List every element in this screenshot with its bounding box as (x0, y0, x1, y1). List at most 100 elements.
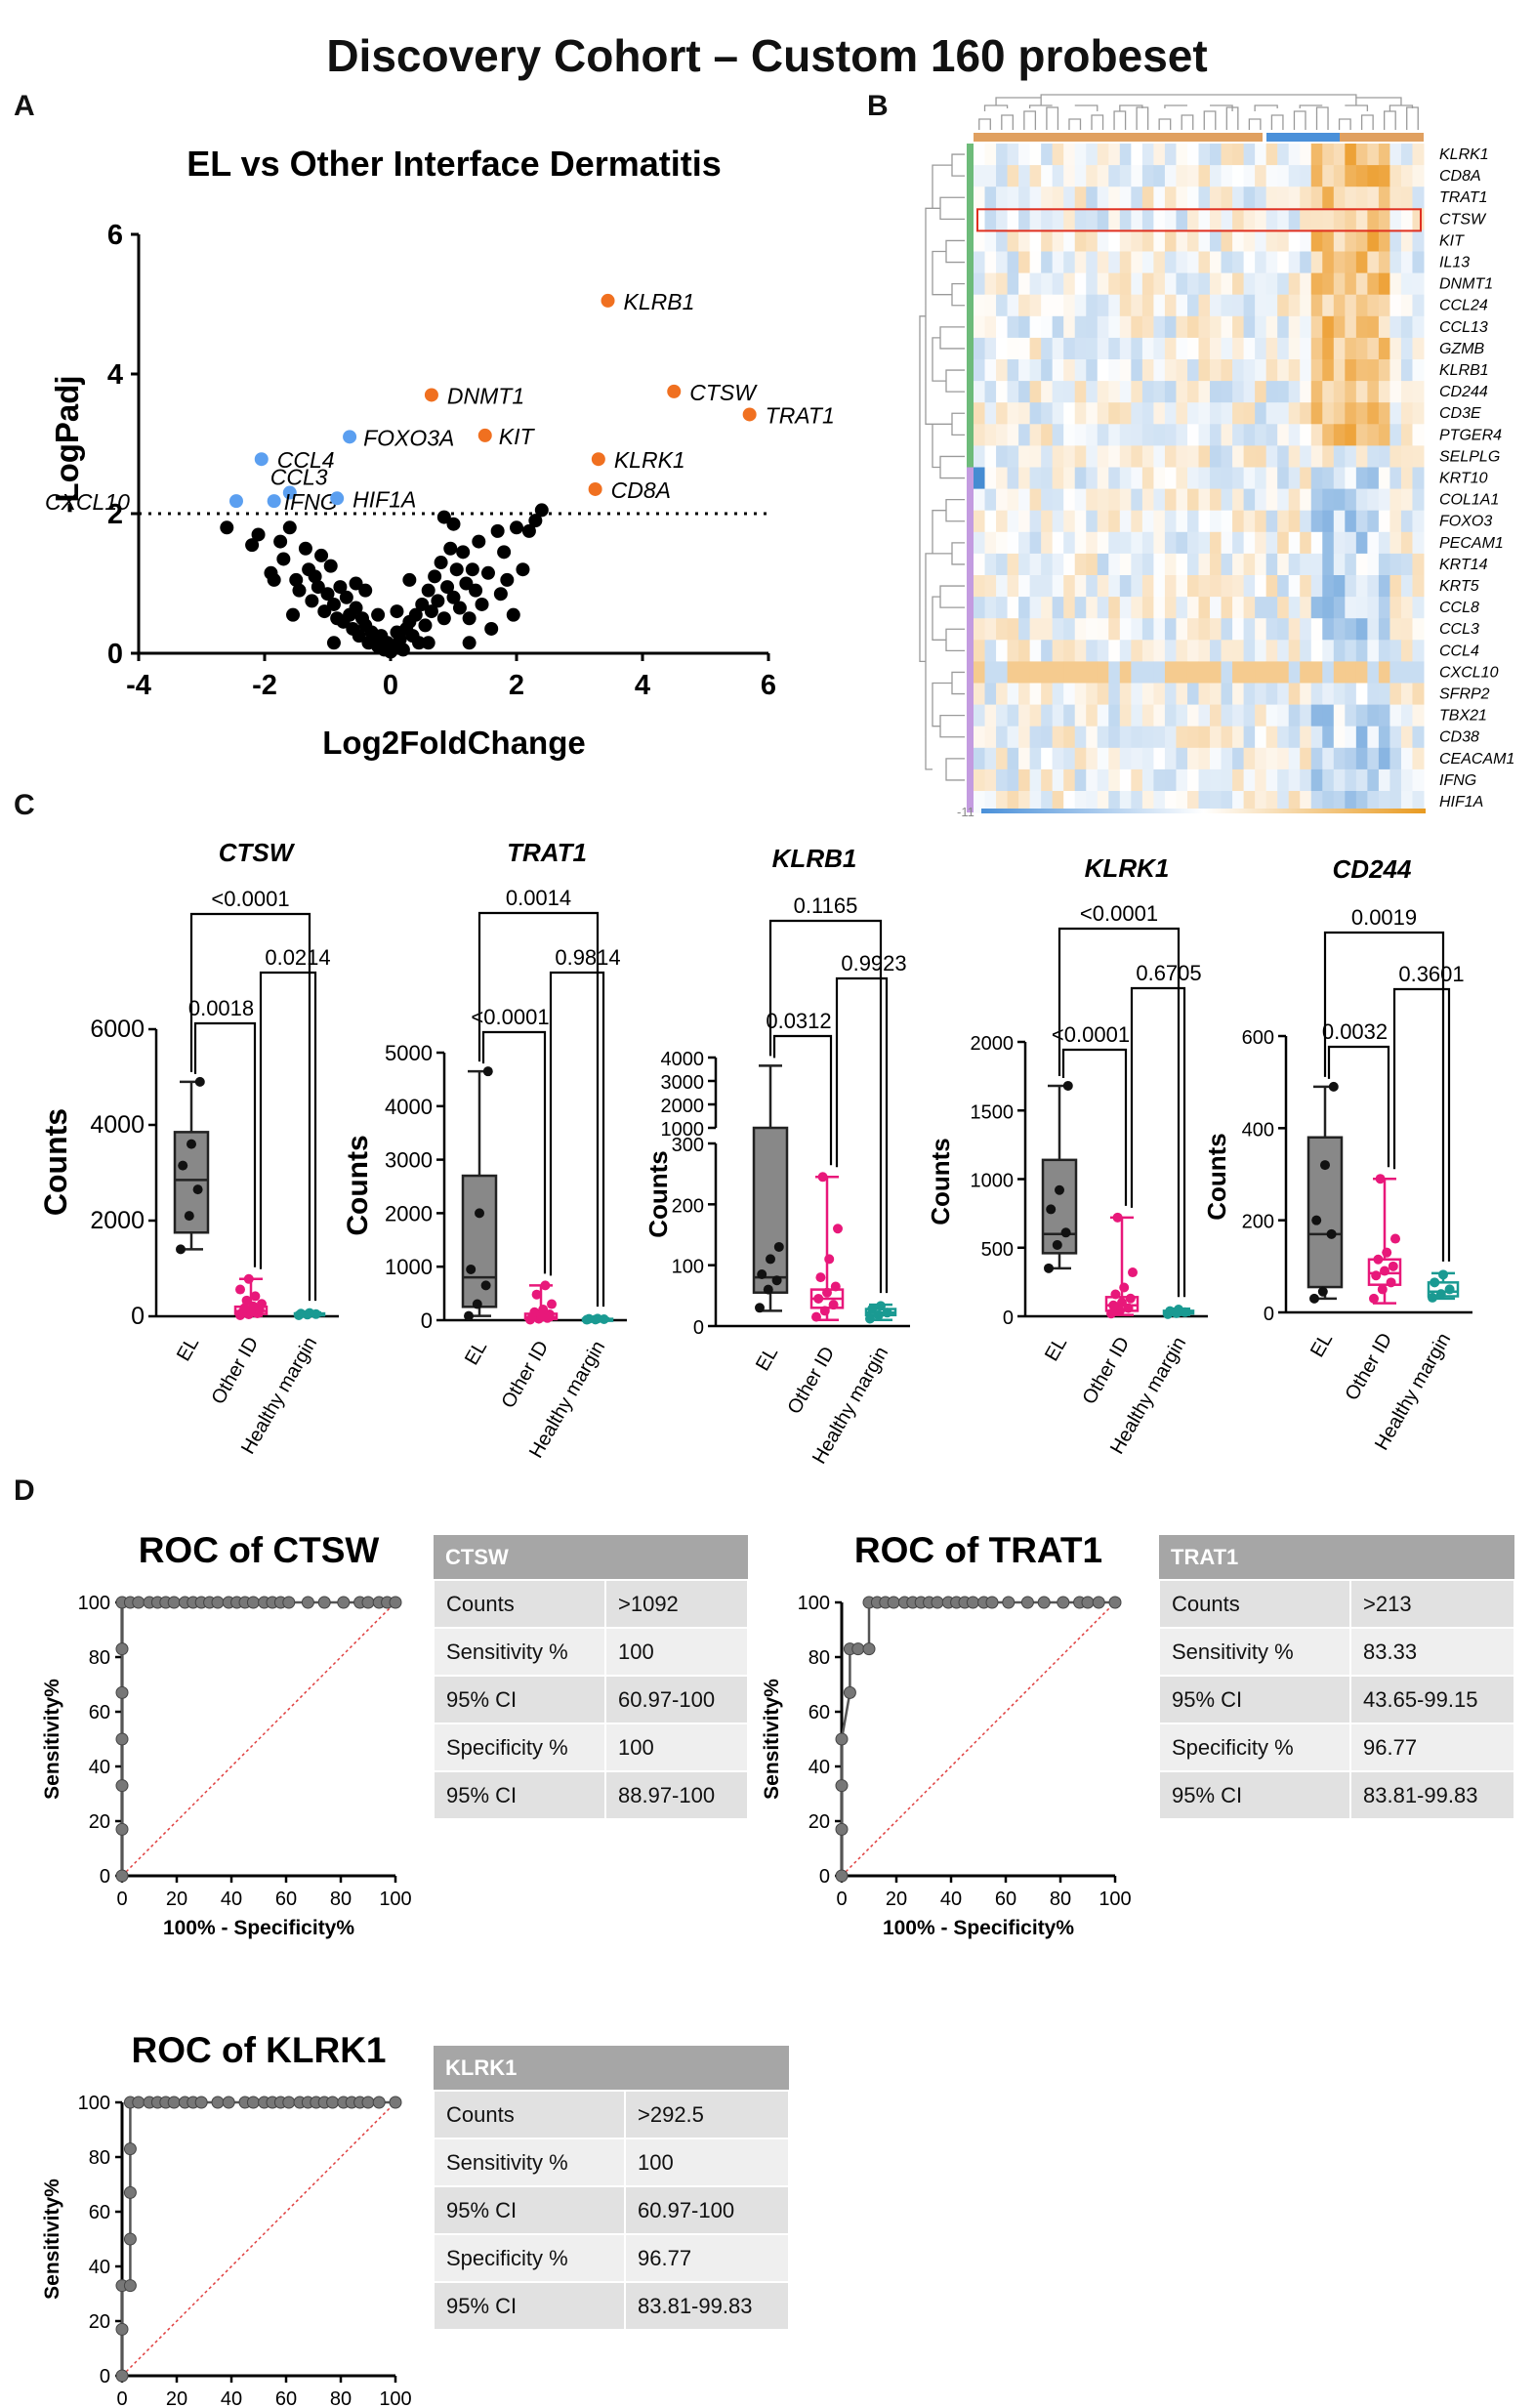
heatmap-cell (1119, 768, 1132, 792)
heatmap-cell (1389, 315, 1402, 339)
heatmap-cell (1052, 640, 1064, 662)
heatmap-cell (1345, 597, 1357, 619)
heatmap-cell (1141, 618, 1154, 641)
heatmap-cell (1232, 768, 1245, 792)
heatmap-cell (996, 791, 1009, 813)
heatmap-cell (1333, 165, 1346, 187)
volcano-point (434, 556, 448, 570)
boxplot-point (763, 1284, 773, 1295)
volcano-point (472, 534, 486, 549)
boxplot-point (194, 1076, 205, 1087)
heatmap-cell (1108, 229, 1121, 252)
volcano-gene-label: IFNG (284, 489, 338, 515)
roc-y-label: Sensitivity% (761, 1679, 783, 1800)
boxplot-y-tick-label: 4000 (661, 1049, 705, 1070)
heatmap-cell (1029, 768, 1042, 792)
heatmap-cell (1141, 747, 1154, 770)
volcano-point (352, 629, 366, 644)
heatmap-cell (1243, 144, 1256, 166)
heatmap-cell (1355, 337, 1368, 360)
heatmap-cell (1086, 704, 1099, 727)
heatmap-cell (1300, 467, 1312, 490)
heatmap-cell (1243, 597, 1256, 619)
boxplot-y-tick-label: 4000 (385, 1095, 433, 1119)
boxplot-point (1435, 1289, 1446, 1300)
roc-y-tick-label: 80 (808, 1647, 830, 1669)
heatmap-gene-label: TRAT1 (1439, 189, 1487, 206)
heatmap-cell (1131, 315, 1143, 339)
heatmap-cell (1029, 704, 1042, 727)
heatmap-cell (1186, 294, 1199, 317)
heatmap-cell (1052, 661, 1064, 684)
heatmap-cell (1007, 315, 1019, 339)
p-value-label: <0.0001 (211, 887, 289, 911)
heatmap-cell (1119, 618, 1132, 641)
heatmap-cell (974, 575, 986, 598)
heatmap-cell (1221, 467, 1233, 490)
heatmap-cell (1210, 359, 1223, 382)
heatmap-gene-label: CTSW (1439, 211, 1487, 228)
significance-bracket (1327, 1045, 1390, 1168)
heatmap-cell (1153, 251, 1166, 274)
heatmap-cell (974, 294, 986, 317)
heatmap-cell (1074, 618, 1087, 641)
heatmap-cell (1029, 294, 1042, 317)
heatmap-cell (1400, 272, 1413, 296)
heatmap-cell (1412, 791, 1425, 813)
heatmap-cell (974, 683, 986, 706)
heatmap-cell (1097, 294, 1109, 317)
heatmap-cell (1086, 575, 1099, 598)
heatmap-cell (1255, 747, 1267, 770)
heatmap-color-scale (981, 809, 1426, 813)
volcano-point (452, 601, 467, 615)
heatmap-cell (974, 381, 986, 403)
volcano-point (516, 562, 530, 577)
heatmap-cell (1119, 791, 1132, 813)
heatmap-cell (1074, 187, 1087, 209)
heatmap-cell (1119, 704, 1132, 727)
heatmap-cell (1052, 229, 1064, 252)
heatmap-cell (1277, 229, 1290, 252)
heatmap-cell (1186, 768, 1199, 792)
heatmap-cell (1007, 402, 1019, 425)
heatmap-cell (1074, 402, 1087, 425)
table-cell: 96.77 (1349, 1723, 1515, 1772)
heatmap-cell (1074, 575, 1087, 598)
heatmap-cell (1232, 791, 1245, 813)
heatmap-cell (1029, 315, 1042, 339)
heatmap-cell (1131, 510, 1143, 533)
heatmap-cell (1007, 683, 1019, 706)
boxplot-title: CD244 (1333, 854, 1412, 884)
heatmap-cell (1232, 553, 1245, 576)
roc-x-tick-label: 40 (221, 2388, 242, 2408)
volcano-highlight-point (591, 452, 605, 467)
heatmap-cell (1086, 402, 1099, 425)
heatmap-cell (1322, 251, 1335, 274)
heatmap-cell (1255, 575, 1267, 598)
heatmap-cell (1097, 445, 1109, 468)
heatmap-cell (1333, 640, 1346, 662)
heatmap-cell (1097, 510, 1109, 533)
heatmap-cell (1221, 187, 1233, 209)
heatmap-cell (1345, 359, 1357, 382)
heatmap-cell (1300, 315, 1312, 339)
heatmap-cell (1108, 747, 1121, 770)
heatmap-cell (1097, 337, 1109, 360)
heatmap-cell (1074, 359, 1087, 382)
volcano-point (371, 607, 386, 622)
heatmap-cell (1119, 553, 1132, 576)
volcano-y-label: -LogPadj (49, 375, 85, 513)
heatmap-cell (1221, 165, 1233, 187)
heatmap-cell (1333, 510, 1346, 533)
figure-title: Discovery Cohort – Custom 160 probeset (326, 30, 1208, 81)
table-header: KLRK1 (434, 2046, 789, 2091)
heatmap-cell (1052, 208, 1064, 230)
boxplot-point (466, 1264, 477, 1274)
heatmap-cell (1367, 144, 1380, 166)
roc-y-tick-label: 0 (100, 2366, 110, 2387)
heatmap-cell (1265, 445, 1278, 468)
boxplot-point (1165, 1306, 1176, 1316)
heatmap-cell (1355, 575, 1368, 598)
heatmap-cell (1018, 381, 1031, 403)
boxplot-point (771, 1275, 782, 1286)
